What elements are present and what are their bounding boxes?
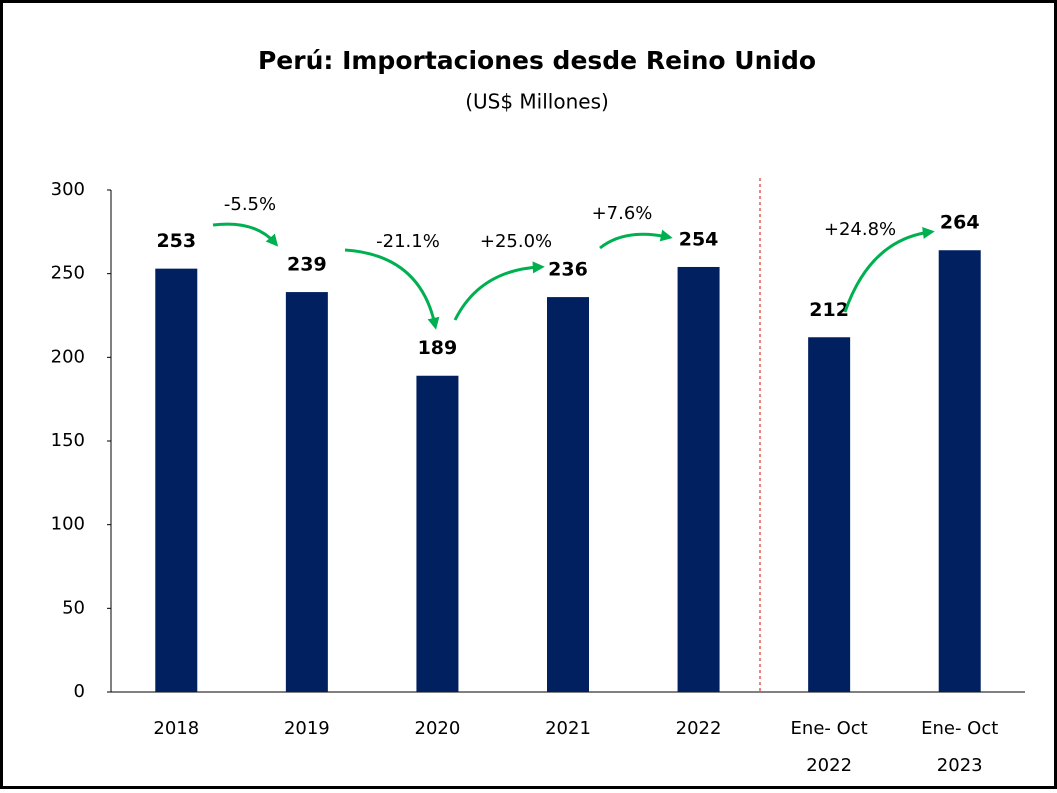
y-tick-label: 50: [62, 597, 85, 618]
growth-label: -5.5%: [224, 194, 276, 215]
growth-label: +7.6%: [592, 203, 653, 224]
x-tick-label: Ene- Oct: [921, 718, 998, 739]
y-tick-label: 150: [51, 430, 85, 451]
x-tick-label: 2020: [415, 718, 461, 739]
growth-label: +24.8%: [824, 219, 896, 240]
y-tick-label: 250: [51, 263, 85, 284]
chart-subtitle: (US$ Millones): [465, 90, 609, 114]
chart-title: Perú: Importaciones desde Reino Unido: [258, 46, 816, 75]
bar: [808, 337, 851, 692]
growth-arrow: [453, 261, 545, 321]
growth-label: -21.1%: [376, 231, 440, 252]
growth-label: +25.0%: [480, 231, 552, 252]
bar: [155, 268, 198, 692]
data-label: 212: [809, 299, 849, 321]
data-label: 239: [287, 254, 327, 276]
growth-arrow: [212, 222, 279, 247]
data-label: 254: [679, 228, 719, 250]
data-label: 264: [940, 212, 980, 234]
growth-arrow: [599, 229, 673, 250]
data-label: 253: [156, 230, 196, 252]
x-tick-label: 2019: [284, 718, 330, 739]
x-tick-label: 2022: [806, 755, 852, 776]
y-tick-label: 0: [74, 681, 85, 702]
bar: [285, 292, 328, 692]
data-label: 236: [548, 259, 588, 281]
x-tick-label: 2021: [545, 718, 591, 739]
x-tick-label: Ene- Oct: [791, 718, 868, 739]
x-tick-label: 2022: [676, 718, 722, 739]
y-tick-label: 100: [51, 514, 85, 535]
growth-arrow: [843, 227, 935, 313]
bar: [416, 375, 459, 692]
y-tick-label: 200: [51, 346, 85, 367]
bar: [938, 250, 981, 693]
y-tick-label: 300: [51, 179, 85, 200]
data-label: 189: [418, 337, 458, 359]
growth-arrow: [344, 248, 440, 330]
bar: [547, 297, 589, 692]
x-tick-label: 2023: [937, 755, 983, 776]
bar: [677, 266, 720, 692]
x-tick-label: 2018: [153, 718, 199, 739]
